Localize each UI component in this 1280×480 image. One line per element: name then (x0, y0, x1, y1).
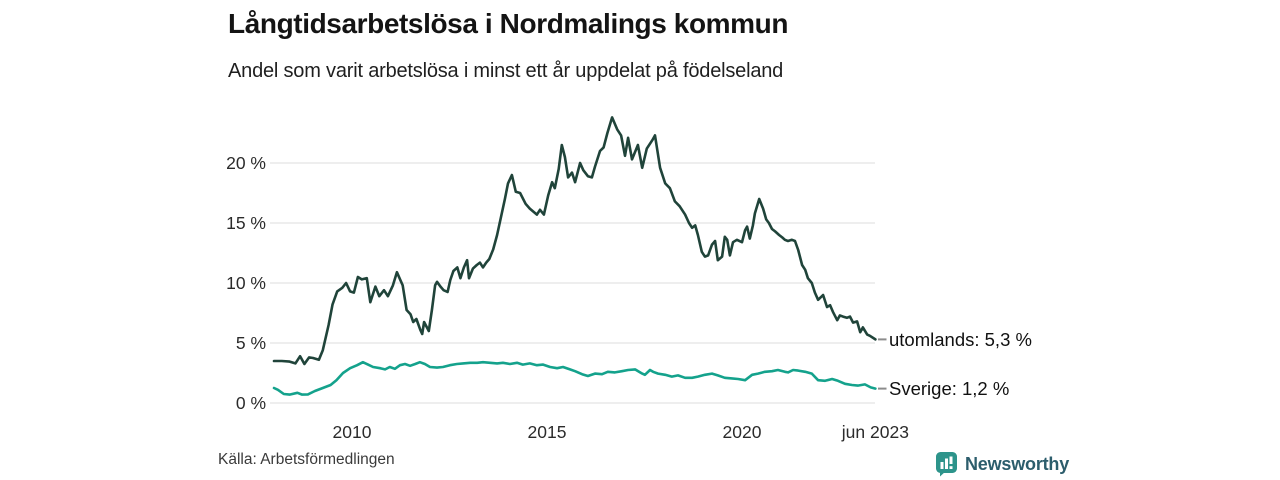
series-end-label-utomlands: utomlands: 5,3 % (889, 329, 1032, 350)
chart-subtitle: Andel som varit arbetslösa i minst ett å… (228, 60, 784, 82)
newsworthy-bars-icon (936, 452, 957, 477)
series-line-sverige (272, 360, 877, 396)
x-tick-label: jun 2023 (841, 422, 909, 442)
page-title: Långtidsarbetslösa i Nordmalings kommun (228, 8, 789, 39)
x-tick-label: 2010 (333, 422, 372, 442)
y-tick-label: 0 % (236, 393, 266, 413)
y-tick-label: 5 % (236, 333, 266, 353)
brand-name: Newsworthy (965, 453, 1070, 474)
y-tick-label: 10 % (226, 273, 266, 293)
y-tick-label: 15 % (226, 213, 266, 233)
y-tick-label: 20 % (226, 153, 266, 173)
series-end-label-sverige: Sverige: 1,2 % (889, 378, 1009, 399)
series-line-utomlands (272, 116, 877, 366)
x-tick-label: 2020 (723, 422, 762, 442)
source-note: Källa: Arbetsförmedlingen (218, 451, 395, 468)
brand-lockup: Newsworthy (935, 451, 1069, 477)
x-tick-label: 2015 (528, 422, 567, 442)
